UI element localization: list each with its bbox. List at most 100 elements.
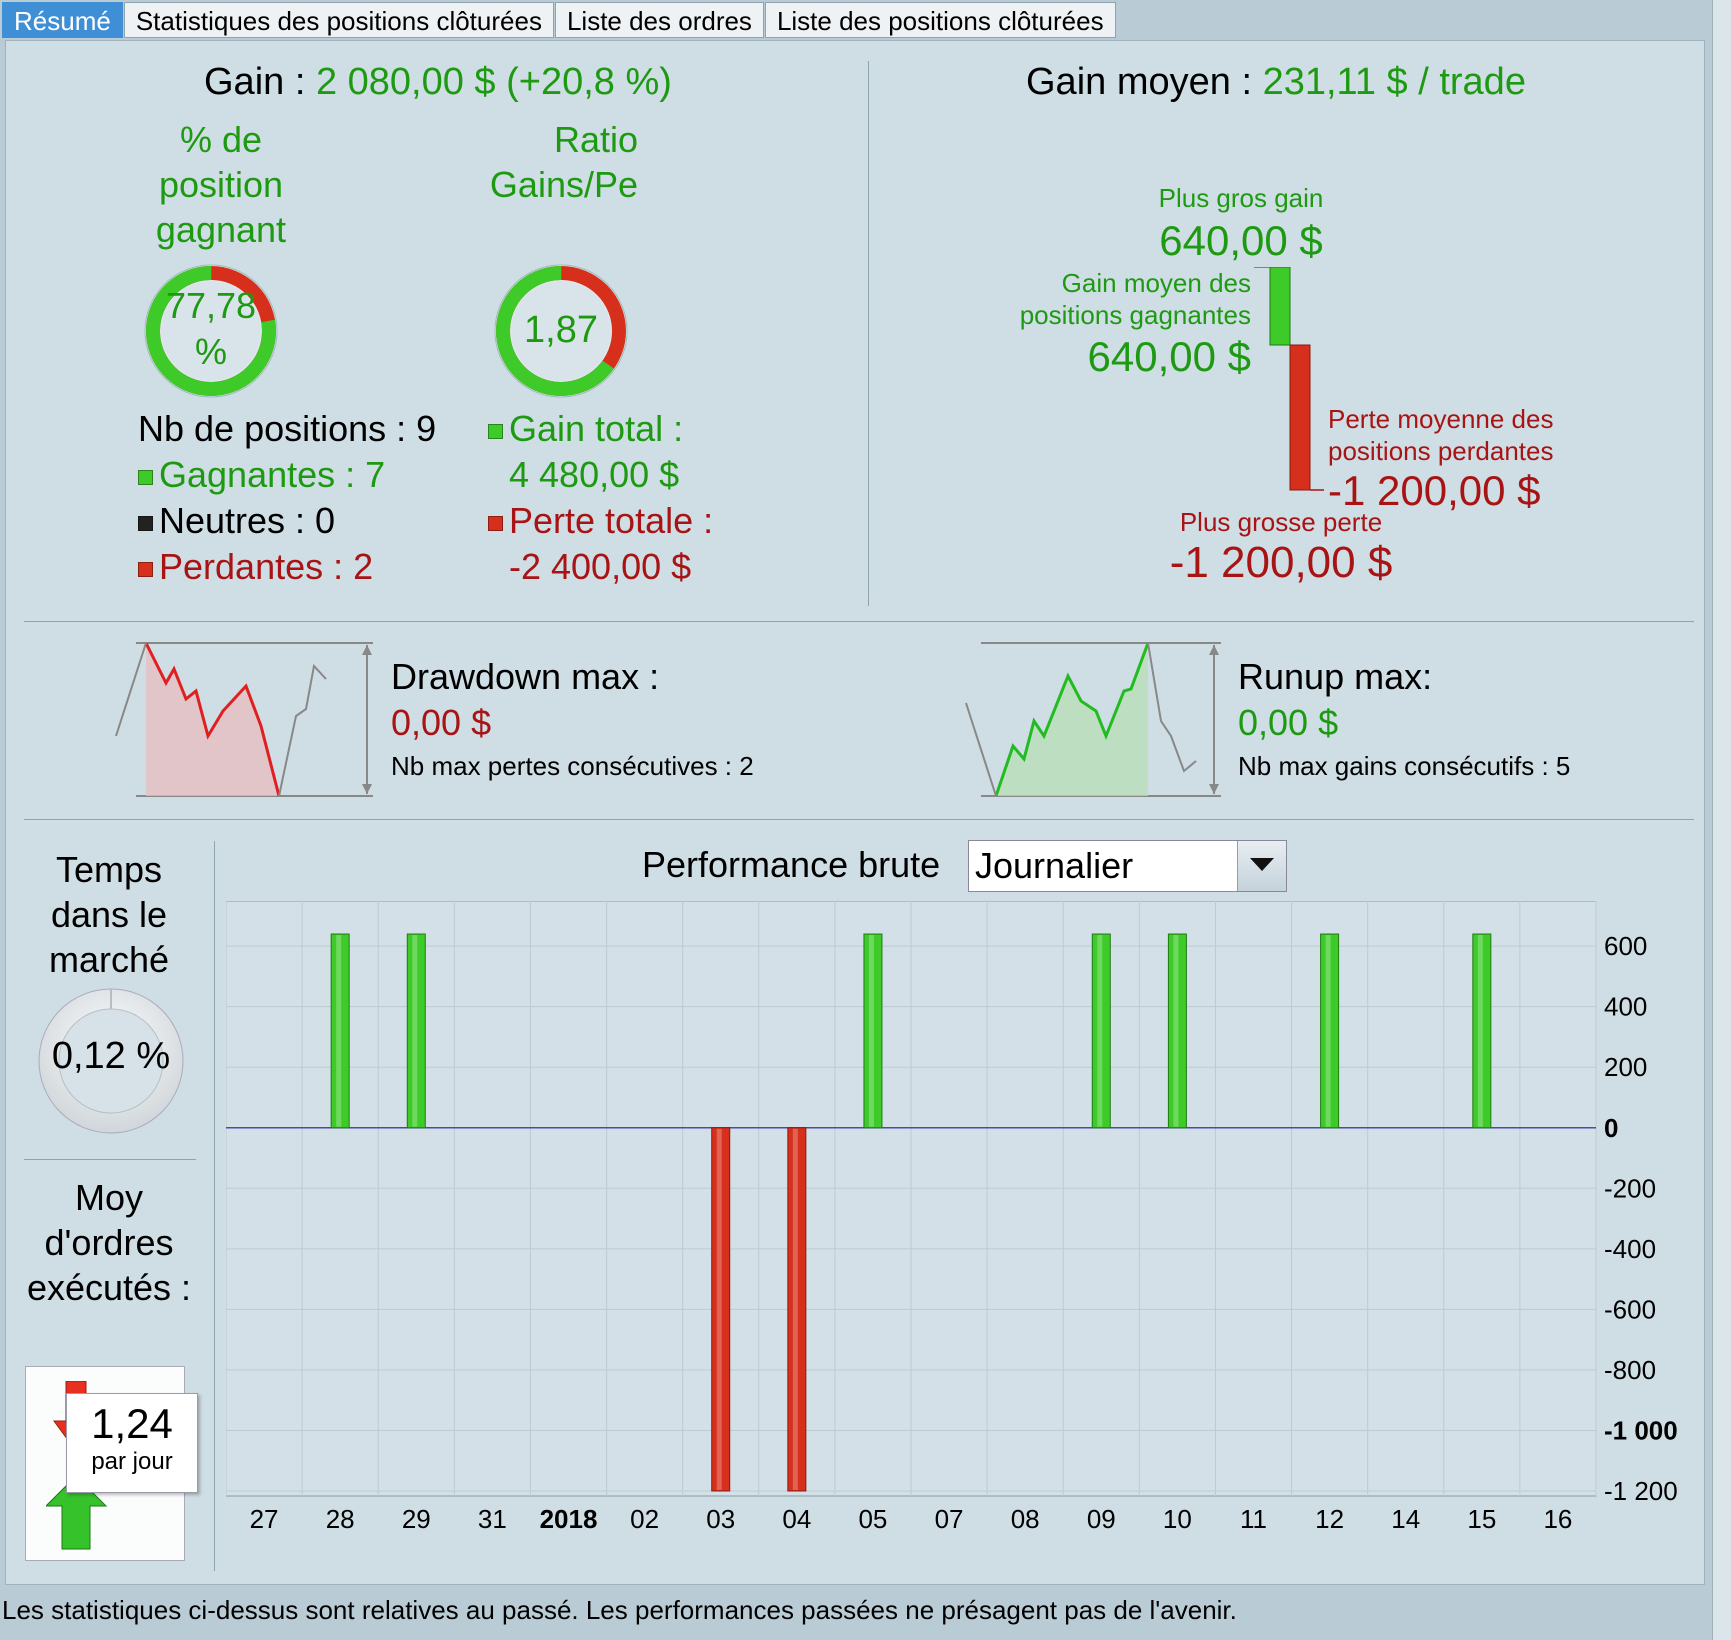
pct-winning-value: 77,78 %: [165, 285, 257, 372]
ratio-title: Ratio Gains/Pe: [489, 119, 638, 205]
y-tick-label: -1 200: [1604, 1476, 1678, 1506]
tab-liste-ordres[interactable]: Liste des ordres: [554, 2, 764, 38]
avg-gain-loss-diagram: [1254, 267, 1324, 491]
time-in-market-title: Temps dans le marché: [48, 849, 170, 980]
gain-label: Gain :: [204, 61, 306, 103]
bar: [711, 1127, 731, 1492]
disclaimer: Les statistiques ci-dessus sont relative…: [2, 1595, 1237, 1625]
x-tick-label: 09: [1087, 1504, 1116, 1534]
gain-moyen-gagnantes-value: 640,00 $: [1087, 333, 1252, 380]
bar: [1091, 933, 1111, 1129]
bar: [863, 933, 883, 1129]
runup-title: Runup max:: [1238, 656, 1433, 697]
y-tick-label: 200: [1604, 1052, 1647, 1082]
gauge-gain-arc: [146, 266, 276, 396]
orders-value-card: 1,24 par jour: [66, 1393, 198, 1493]
gain-header: Gain : 2 080,00 $ (+20,8 %): [204, 61, 672, 104]
orders-unit: par jour: [91, 1448, 173, 1475]
perte-totale-label: Perte totale :: [509, 500, 714, 541]
y-tick-label: 0: [1604, 1113, 1618, 1143]
plus-grosse-perte-label: Plus grosse perte: [1179, 507, 1383, 537]
neutres-count: Neutres : 0: [159, 500, 336, 541]
bar-highlight: [1097, 935, 1103, 1127]
x-tick-label: 12: [1315, 1504, 1344, 1534]
avg-gain-bar: [1269, 267, 1291, 346]
drawdown-title: Drawdown max :: [391, 656, 660, 697]
bar-highlight: [716, 1128, 722, 1490]
gagnantes-swatch: [138, 469, 153, 485]
gain-total-swatch: [488, 423, 503, 439]
tab-bar: Résumé Statistiques des positions clôtur…: [2, 2, 1117, 40]
perte-moyenne-value: -1 200,00 $: [1328, 467, 1541, 514]
runup-icon: [965, 642, 1221, 797]
nb-positions: Nb de positions : 9: [138, 408, 437, 449]
bar-highlight: [412, 935, 418, 1127]
perdantes-swatch: [138, 561, 153, 577]
drawdown-icon: [115, 642, 373, 797]
bar: [787, 1127, 807, 1492]
bar-highlight: [1173, 935, 1179, 1127]
period-select[interactable]: Journalier: [968, 840, 1287, 892]
plus-grosse-perte-value: -1 200,00 $: [1169, 538, 1393, 587]
bar: [1320, 933, 1340, 1129]
perte-totale-swatch: [488, 515, 503, 531]
x-tick-label: 14: [1391, 1504, 1420, 1534]
bar-highlight: [336, 935, 342, 1127]
ratio-value: 1,87: [524, 309, 598, 351]
bar: [1167, 933, 1187, 1129]
neutres-swatch: [138, 515, 153, 531]
y-tick-label: 400: [1604, 992, 1647, 1022]
bar: [1472, 933, 1492, 1129]
gain-moyen-label: Gain moyen :: [1026, 61, 1252, 103]
divider-3: [24, 1159, 196, 1160]
period-dropdown-button[interactable]: [1237, 841, 1286, 891]
gain-moyen-value: 231,11 $ / trade: [1262, 61, 1526, 103]
y-tick-label: -800: [1604, 1355, 1656, 1385]
time-in-market-gauge: [38, 988, 184, 1134]
x-tick-label: 31: [478, 1504, 507, 1534]
performance-chart: 600 400 200 0 -200 -400 -600 -800 -1 000 -1 200 27…: [226, 901, 1678, 1534]
y-tick-label: 600: [1604, 931, 1647, 961]
left-column-divider: [214, 841, 215, 1571]
runup-sub: Nb max gains consécutifs : 5: [1238, 751, 1571, 781]
divider-1: [24, 621, 1694, 622]
divider-2: [24, 819, 1694, 820]
gain-moyen-header: Gain moyen : 231,11 $ / trade: [1026, 61, 1526, 104]
gain-total-label: Gain total :: [509, 408, 684, 449]
tab-liste-positions[interactable]: Liste des positions clôturées: [764, 2, 1116, 38]
x-tick-label: 07: [935, 1504, 964, 1534]
gain-value: 2 080,00 $: [315, 61, 496, 103]
bar: [330, 933, 350, 1129]
x-tick-label: 05: [858, 1504, 887, 1534]
tab-statistiques-positions[interactable]: Statistiques des positions clôturées: [123, 2, 554, 38]
bar-highlight: [1477, 935, 1483, 1127]
gain-total-value: 4 480,00 $: [509, 454, 680, 495]
x-tick-label: 04: [782, 1504, 811, 1534]
drawdown-value: 0,00 $: [391, 702, 492, 743]
time-in-market-value: 0,12 %: [51, 1035, 171, 1077]
y-tick-label: -400: [1604, 1234, 1656, 1264]
x-tick-label: 16: [1543, 1504, 1572, 1534]
avg-loss-bar: [1289, 344, 1311, 491]
x-tick-label: 15: [1467, 1504, 1496, 1534]
bar-highlight: [868, 935, 874, 1127]
bar-highlight: [1325, 935, 1331, 1127]
chevron-down-icon: [1250, 858, 1274, 871]
x-tick-label: 10: [1163, 1504, 1192, 1534]
resume-panel: Gain : 2 080,00 $ (+20,8 %) % de positio…: [5, 40, 1705, 1585]
x-tick-label: 11: [1240, 1504, 1267, 1534]
pct-winning-gauge: [144, 264, 278, 398]
tab-resume[interactable]: Résumé: [2, 2, 123, 38]
plus-gros-gain-value: 640,00 $: [1159, 217, 1323, 264]
plus-gros-gain-label: Plus gros gain: [1158, 183, 1324, 213]
x-tick-label: 2018: [540, 1504, 598, 1534]
y-tick-label: -1 000: [1604, 1415, 1678, 1445]
x-tick-label: 03: [706, 1504, 735, 1534]
ratio-gauge: [494, 264, 628, 398]
bar-highlight: [792, 1128, 798, 1490]
bar: [406, 933, 426, 1129]
x-tick-label: 02: [630, 1504, 659, 1534]
y-tick-label: -200: [1604, 1173, 1656, 1203]
orders-value: 1,24: [91, 1400, 173, 1447]
x-tick-label: 29: [402, 1504, 431, 1534]
